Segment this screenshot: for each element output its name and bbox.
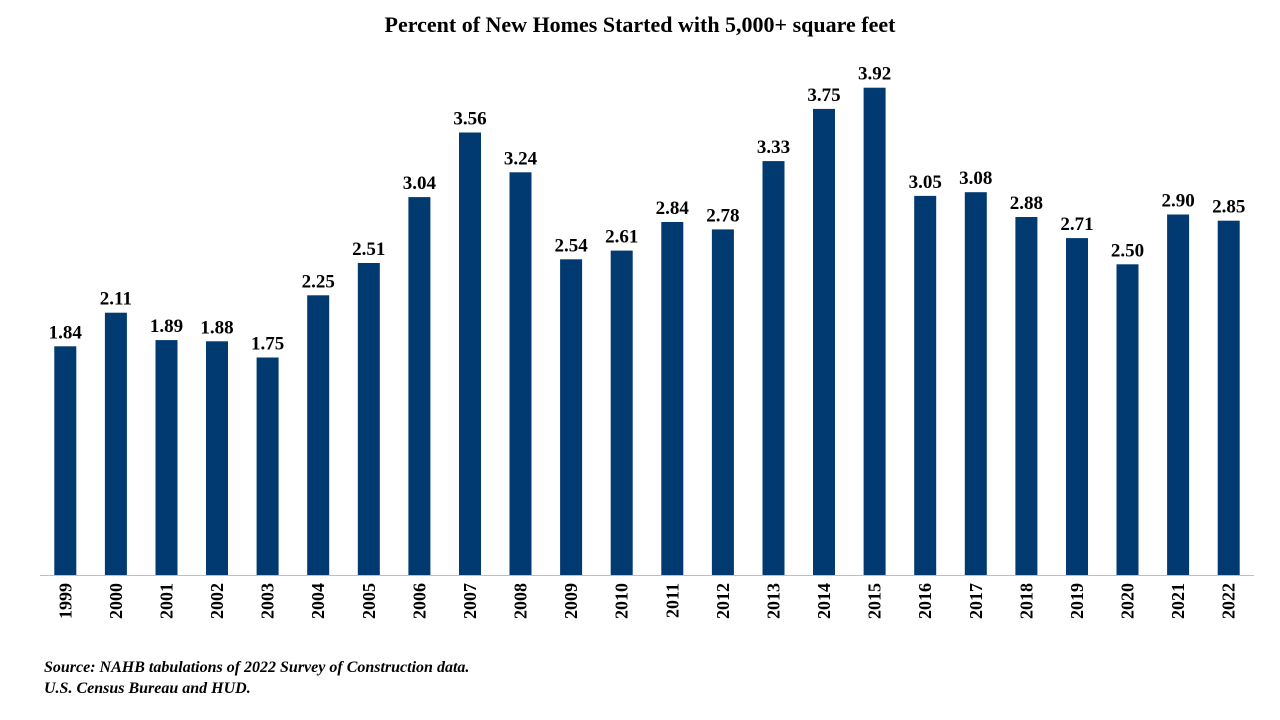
- value-label-2006: 3.04: [403, 173, 437, 194]
- value-label-2013: 3.33: [757, 137, 790, 158]
- x-tick-2005: 2005: [359, 583, 379, 619]
- x-tick-2022: 2022: [1219, 583, 1239, 619]
- x-tick-2006: 2006: [409, 583, 429, 619]
- bar-2003: [256, 357, 279, 575]
- x-tick-2004: 2004: [308, 583, 328, 619]
- value-label-2008: 3.24: [504, 148, 538, 169]
- value-label-2011: 2.84: [656, 198, 690, 219]
- value-label-2000: 2.11: [100, 289, 132, 310]
- source-line-2: U.S. Census Bureau and HUD.: [44, 680, 251, 697]
- bar-1999: [54, 346, 77, 575]
- bar-2020: [1116, 264, 1139, 576]
- value-label-2019: 2.71: [1060, 214, 1093, 235]
- bar-2005: [357, 263, 380, 575]
- bar-2006: [408, 197, 431, 575]
- x-tick-2016: 2016: [915, 583, 935, 619]
- value-label-2020: 2.50: [1111, 240, 1144, 261]
- value-label-2016: 3.05: [909, 172, 942, 193]
- value-label-2001: 1.89: [150, 316, 183, 337]
- bar-2013: [762, 161, 785, 575]
- x-tick-2002: 2002: [207, 583, 227, 619]
- x-tick-2003: 2003: [258, 583, 278, 619]
- source-line-1: Source: NAHB tabulations of 2022 Survey …: [44, 659, 470, 676]
- bar-2004: [307, 295, 330, 575]
- value-label-2014: 3.75: [807, 85, 840, 106]
- value-label-2002: 1.88: [200, 317, 233, 338]
- x-tick-2010: 2010: [612, 583, 632, 619]
- value-label-2017: 3.08: [959, 168, 992, 189]
- bar-2007: [459, 132, 481, 575]
- x-tick-2017: 2017: [966, 583, 986, 619]
- x-tick-2015: 2015: [865, 583, 885, 619]
- bar-2018: [1015, 217, 1038, 575]
- x-tick-2008: 2008: [511, 583, 531, 619]
- x-tick-2018: 2018: [1016, 583, 1036, 619]
- bar-2015: [863, 87, 886, 575]
- value-labels-group: 1.84 2.11 1.89 1.88 1.75 2.25 2.51 3.04 3.56 3.24…: [49, 64, 1246, 355]
- value-label-2005: 2.51: [352, 239, 385, 260]
- x-tick-2014: 2014: [814, 583, 834, 619]
- value-label-2004: 2.25: [302, 271, 335, 292]
- value-label-2021: 2.90: [1161, 191, 1194, 212]
- x-tick-2021: 2021: [1168, 583, 1188, 619]
- bar-2011: [661, 222, 684, 575]
- bar-2008: [509, 172, 532, 576]
- bars-group: [54, 87, 1240, 576]
- x-tick-1999: 1999: [55, 583, 75, 619]
- bar-2022: [1217, 220, 1240, 575]
- x-tick-2012: 2012: [713, 583, 733, 619]
- value-label-2009: 2.54: [554, 235, 588, 256]
- x-tick-2001: 2001: [157, 583, 177, 619]
- bar-2010: [610, 250, 633, 575]
- bar-2017: [964, 192, 987, 575]
- value-label-1999: 1.84: [49, 322, 83, 343]
- x-tick-2019: 2019: [1067, 583, 1087, 619]
- bar-2002: [206, 341, 228, 575]
- bar-2019: [1066, 238, 1088, 575]
- bar-2001: [155, 340, 178, 575]
- value-label-2015: 3.92: [858, 64, 891, 85]
- value-label-2018: 2.88: [1010, 193, 1043, 214]
- bar-2009: [560, 259, 583, 575]
- x-tick-2009: 2009: [561, 583, 581, 619]
- x-tick-2020: 2020: [1118, 583, 1138, 619]
- value-label-2012: 2.78: [706, 205, 739, 226]
- chart-title: Percent of New Homes Started with 5,000+…: [384, 12, 896, 37]
- value-label-2003: 1.75: [251, 334, 284, 355]
- value-label-2022: 2.85: [1212, 197, 1245, 218]
- bar-2014: [813, 108, 835, 576]
- x-tick-2013: 2013: [764, 583, 784, 619]
- value-label-2007: 3.56: [453, 109, 486, 130]
- value-label-2010: 2.61: [605, 227, 638, 248]
- bar-2012: [711, 229, 734, 575]
- x-tick-2007: 2007: [460, 583, 480, 619]
- x-tick-2000: 2000: [106, 583, 126, 619]
- bar-2000: [104, 312, 127, 575]
- x-tick-2011: 2011: [662, 583, 682, 618]
- bar-2016: [914, 195, 937, 575]
- source-note: Source: NAHB tabulations of 2022 Survey …: [44, 657, 469, 699]
- x-tick-labels-group: 1999 2000 2001 2002 2003 2004 2005 2006 2007 2008…: [55, 583, 1238, 619]
- bar-2021: [1167, 214, 1190, 575]
